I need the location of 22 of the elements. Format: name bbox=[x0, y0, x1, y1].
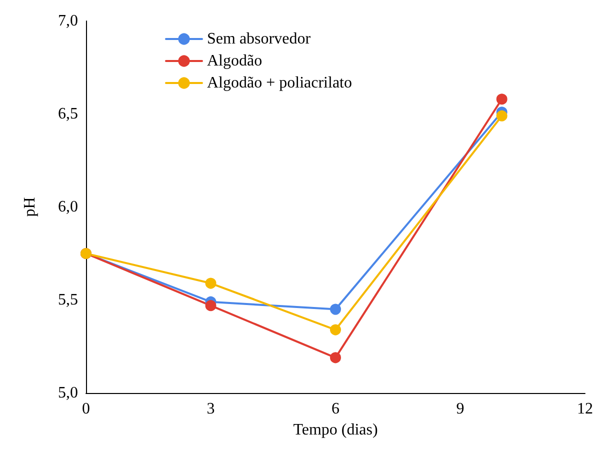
x-tick-label: 9 bbox=[456, 400, 464, 418]
y-axis-title: pH bbox=[22, 196, 38, 217]
point bbox=[496, 110, 508, 122]
legend-label: Algodão bbox=[207, 52, 262, 70]
x-tick-label: 0 bbox=[82, 400, 90, 418]
y-tick-label: 5,0 bbox=[58, 384, 78, 402]
y-tick-label: 6,0 bbox=[58, 198, 78, 216]
legend-label: Algodão + poliacrilato bbox=[207, 74, 352, 92]
point bbox=[330, 352, 341, 364]
legend-label: Sem absorvedor bbox=[207, 30, 312, 48]
point bbox=[496, 94, 508, 105]
y-tick-label: 6,5 bbox=[58, 106, 78, 122]
y-tick-label: 7,0 bbox=[58, 12, 78, 30]
x-axis-title: Tempo (dias) bbox=[293, 421, 378, 438]
x-tick-label: 6 bbox=[332, 400, 340, 418]
y-tick-label: 5,5 bbox=[58, 292, 78, 308]
point bbox=[330, 324, 341, 336]
point bbox=[205, 300, 216, 312]
point bbox=[205, 278, 216, 289]
x-tick-label: 3 bbox=[206, 400, 215, 418]
x-tick-label: 12 bbox=[577, 400, 593, 418]
point bbox=[330, 304, 341, 315]
